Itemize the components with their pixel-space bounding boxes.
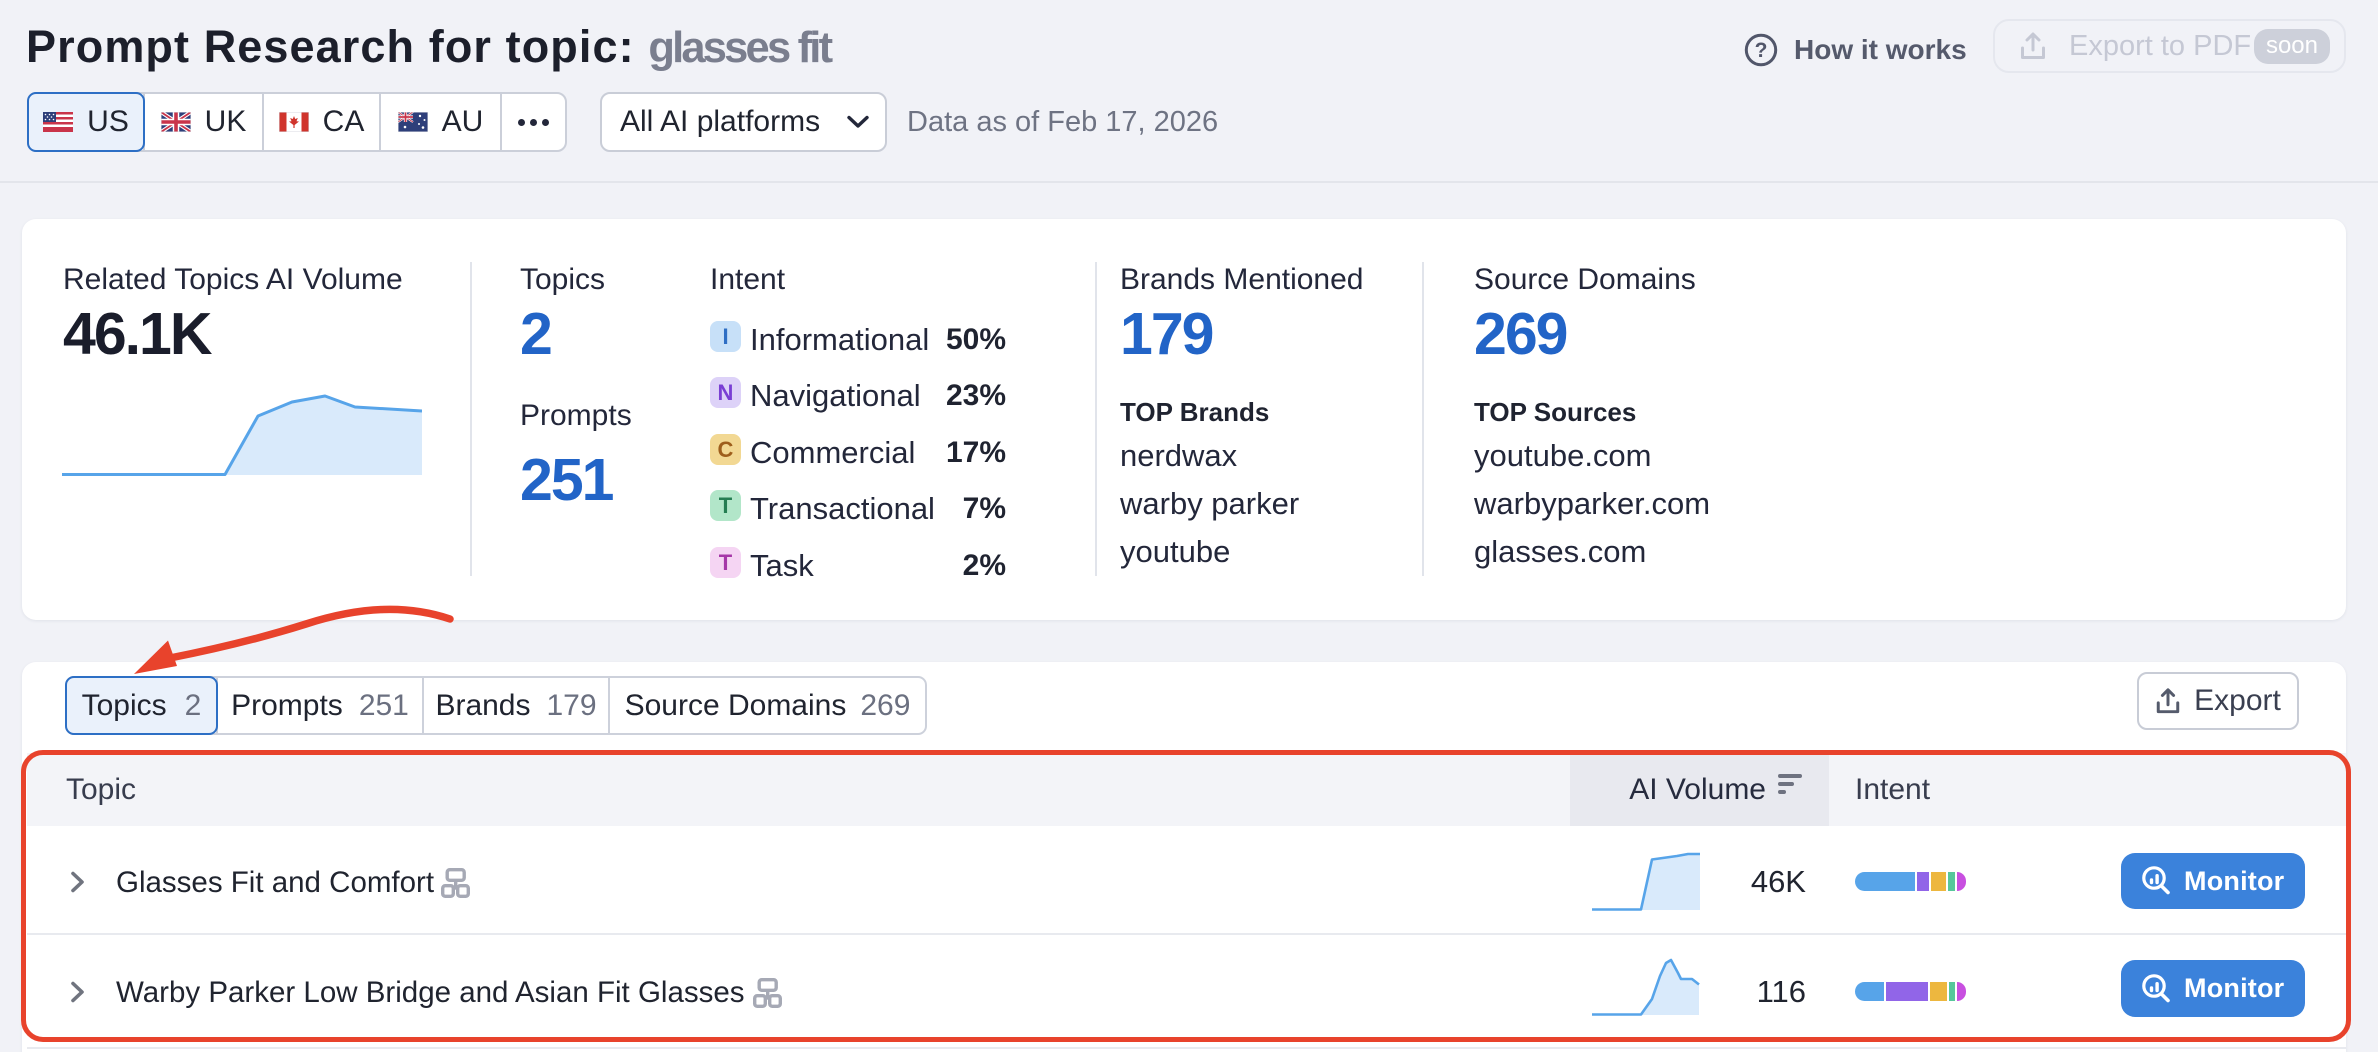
svg-text:?: ? [1755,39,1768,62]
